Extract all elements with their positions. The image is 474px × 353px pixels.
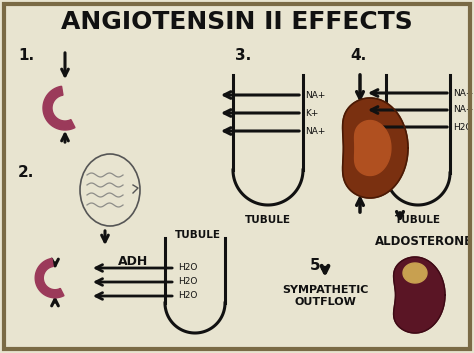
Text: TUBULE: TUBULE [175,230,221,240]
Text: 4.: 4. [350,48,366,63]
Text: H2O: H2O [178,277,197,287]
Text: ADH: ADH [118,255,148,268]
Text: 5.: 5. [310,258,326,273]
Text: ANGIOTENSIN II EFFECTS: ANGIOTENSIN II EFFECTS [61,10,413,34]
Text: ALDOSTERONE: ALDOSTERONE [375,235,473,248]
Text: H2O: H2O [453,122,473,132]
Text: SYMPATHETIC
OUTFLOW: SYMPATHETIC OUTFLOW [282,285,368,307]
Text: K+: K+ [305,108,319,118]
Polygon shape [355,120,391,175]
Text: 3.: 3. [235,48,251,63]
Text: TUBULE: TUBULE [245,215,291,225]
Text: 2.: 2. [18,165,35,180]
Polygon shape [43,86,75,130]
Polygon shape [343,98,408,198]
Polygon shape [403,263,427,283]
Text: TUBULE: TUBULE [395,215,441,225]
Text: H2O: H2O [178,263,197,273]
Text: NA+: NA+ [305,90,325,100]
Text: NA+: NA+ [453,106,474,114]
Polygon shape [35,258,64,298]
Polygon shape [393,257,445,333]
Text: NA+: NA+ [305,126,325,136]
Text: NA+: NA+ [453,89,474,97]
Text: H2O: H2O [178,292,197,300]
Text: 1.: 1. [18,48,34,63]
